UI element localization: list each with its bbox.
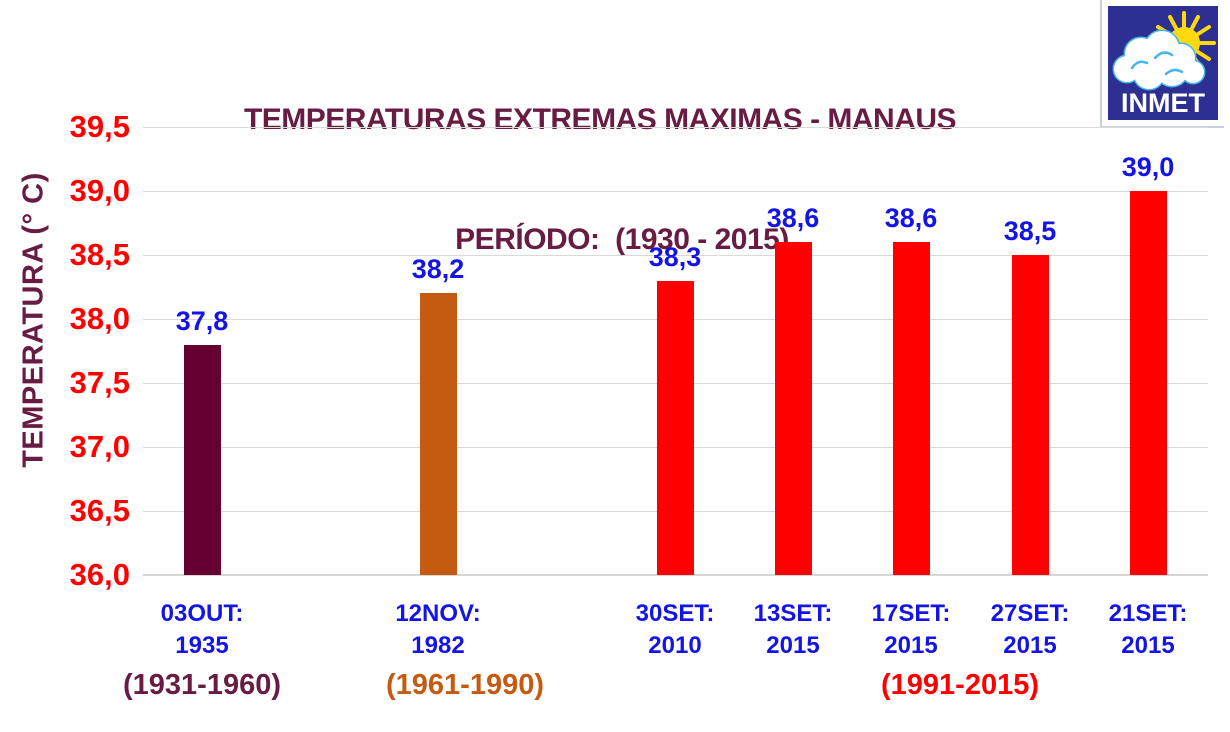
bar: [183, 344, 221, 575]
x-tick-label: 12NOV: 1982: [373, 598, 503, 662]
gridline: [143, 191, 1208, 192]
y-tick-label: 39,5: [69, 109, 130, 144]
x-tick-date: 17SET:: [871, 600, 951, 627]
bar: [656, 280, 694, 575]
bar-value-label: 38,6: [766, 203, 820, 234]
y-tick-label: 39,0: [69, 173, 130, 208]
bar: [419, 293, 457, 575]
bar-value-label: 38,5: [1003, 216, 1057, 246]
y-tick-label: 37,0: [69, 429, 130, 464]
x-tick-year: 2010: [648, 632, 702, 659]
bar-value-label: 38,3: [648, 241, 702, 272]
cloud-icon: [1112, 29, 1206, 91]
x-tick-date: 21SET:: [1108, 600, 1188, 627]
gridline: [143, 255, 1208, 256]
title-line-1: TEMPERATURAS EXTREMAS MAXIMAS - MANAUS: [243, 103, 957, 136]
x-tick-year: 2015: [766, 632, 820, 659]
bar-value-label: 38,2: [411, 254, 465, 285]
y-tick-label: 38,0: [69, 301, 130, 336]
y-tick-label: 37,5: [69, 365, 130, 400]
title-line-2: PERÍODO: (1930 - 2015): [455, 223, 789, 256]
x-tick-year: 2015: [1003, 632, 1057, 659]
x-tick-year: 1982: [411, 632, 465, 659]
x-tick-label: 03OUT: 1935: [137, 598, 267, 662]
period-label: (1991-2015): [881, 669, 1039, 701]
bar: [1011, 255, 1049, 575]
inmet-logo-graphic: INMET: [1108, 6, 1218, 120]
x-tick-date: 30SET:: [635, 600, 715, 627]
inmet-logo: INMET: [1100, 0, 1224, 128]
bar: [774, 242, 812, 575]
bar-value-label: 39,0: [1121, 152, 1175, 182]
inmet-logo-text: INMET: [1121, 88, 1206, 118]
bar-value-label: 37,8: [175, 305, 229, 336]
x-tick-year: 2015: [1121, 632, 1175, 659]
gridline: [143, 127, 1208, 128]
x-tick-date: 12NOV:: [395, 600, 481, 627]
period-label: (1931-1960): [123, 669, 281, 701]
x-axis-line: [143, 574, 1208, 576]
x-tick-label: 21SET: 2015: [1083, 598, 1213, 662]
x-tick-label: 30SET: 2010: [610, 598, 740, 662]
period-label: (1961-1990): [386, 669, 544, 701]
x-tick-year: 1935: [175, 632, 229, 659]
bar-value-label: 38,6: [884, 203, 938, 234]
y-tick-label: 36,5: [69, 493, 130, 528]
bar: [1129, 191, 1167, 575]
x-tick-year: 2015: [884, 632, 938, 659]
x-tick-date: 13SET:: [753, 600, 833, 627]
x-tick-label: 13SET: 2015: [728, 598, 858, 662]
x-tick-label: 27SET: 2015: [965, 598, 1095, 662]
x-tick-date: 27SET:: [990, 600, 1070, 627]
x-tick-date: 03OUT:: [160, 600, 244, 627]
bar: [892, 242, 930, 575]
x-tick-label: 17SET: 2015: [846, 598, 976, 662]
y-tick-label: 36,0: [69, 557, 130, 592]
chart-title: TEMPERATURAS EXTREMAS MAXIMAS - MANAUS P…: [130, 20, 1070, 340]
y-tick-label: 38,5: [69, 237, 130, 272]
